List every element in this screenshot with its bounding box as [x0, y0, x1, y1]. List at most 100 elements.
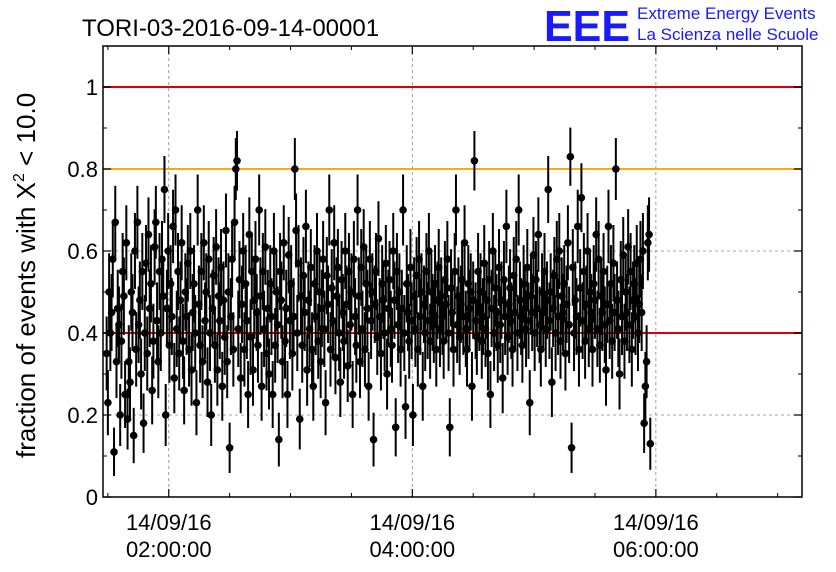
data-point-115	[244, 390, 252, 399]
data-point-178	[321, 398, 330, 407]
data-point-16	[122, 239, 131, 247]
data-point-78	[198, 357, 207, 366]
data-point-395	[588, 345, 597, 354]
data-point-342	[523, 263, 532, 272]
data-point-293	[463, 345, 471, 354]
plot-frame	[102, 45, 803, 498]
data-point-242	[400, 329, 409, 337]
data-point-14	[120, 292, 128, 300]
data-point-215	[367, 316, 375, 325]
data-point-103	[229, 345, 238, 354]
data-point-73	[192, 398, 201, 407]
x-tick-date-1: 14/09/16	[369, 510, 455, 535]
data-point-247	[406, 263, 415, 272]
data-point-416	[614, 325, 623, 333]
data-point-202	[351, 312, 359, 321]
data-point-280	[447, 284, 455, 292]
data-point-412	[609, 259, 618, 268]
data-point-377	[566, 152, 575, 161]
data-point-71	[190, 280, 198, 288]
data-point-82	[203, 378, 212, 387]
x-tick-time-1: 04:00:00	[369, 537, 455, 562]
data-point-241	[399, 206, 407, 214]
data-point-133	[266, 280, 275, 288]
data-point-20	[127, 288, 136, 296]
data-point-62	[179, 337, 187, 346]
logo-mark: EEE	[544, 2, 630, 51]
data-point-85	[207, 411, 215, 419]
data-point-0	[102, 349, 111, 358]
y-axis: 0 0.2 0.4 0.6 0.8 1	[67, 45, 802, 510]
data-point-9	[113, 304, 122, 313]
data-point-174	[316, 357, 325, 366]
data-point-48	[161, 411, 170, 419]
data-point-196	[343, 362, 352, 370]
data-point-189	[335, 329, 343, 337]
data-point-34	[144, 230, 153, 239]
data-point-345	[527, 292, 535, 300]
data-point-328	[506, 284, 514, 292]
data-point-60	[176, 296, 185, 305]
data-point-198	[346, 321, 354, 329]
data-point-21	[128, 308, 137, 317]
data-point-151	[288, 349, 297, 358]
data-point-204	[353, 206, 362, 214]
data-point-171	[313, 247, 321, 255]
data-point-142	[277, 296, 286, 305]
data-point-233	[389, 247, 398, 255]
data-point-168	[309, 382, 318, 391]
data-point-336	[516, 296, 524, 305]
data-point-152	[289, 312, 298, 321]
data-point-427	[628, 345, 636, 354]
data-point-373	[561, 349, 570, 358]
data-point-200	[348, 390, 357, 399]
data-point-83	[204, 255, 213, 263]
data-point-230	[385, 275, 394, 284]
data-point-186	[331, 353, 340, 362]
data-point-183	[327, 284, 336, 292]
data-point-68	[186, 247, 195, 255]
data-point-323	[500, 275, 508, 284]
data-point-438	[641, 382, 650, 391]
data-point-310	[484, 349, 492, 358]
y-axis-label: fraction of events with X2 < 10.0	[11, 93, 41, 458]
data-points	[102, 127, 655, 477]
data-point-33	[143, 349, 152, 358]
data-point-213	[364, 382, 373, 391]
data-point-138	[272, 288, 281, 296]
data-point-292	[461, 325, 470, 333]
data-point-283	[450, 267, 459, 276]
data-point-417	[615, 370, 624, 378]
data-point-74	[193, 206, 202, 214]
data-point-161	[300, 308, 309, 317]
data-point-181	[325, 206, 334, 214]
y-tick-label-2: 0.4	[67, 321, 98, 346]
data-point-109	[236, 374, 245, 382]
data-point-224	[378, 280, 386, 288]
data-point-30	[139, 419, 148, 428]
y-tick-label-0: 0	[86, 485, 98, 510]
data-point-435	[637, 308, 646, 317]
data-point-61	[177, 239, 186, 247]
data-point-63	[180, 386, 188, 395]
data-point-297	[468, 382, 476, 391]
data-point-162	[302, 222, 310, 231]
logo-line2: La Scienza nelle Scuole	[637, 25, 818, 44]
data-point-291	[460, 239, 469, 247]
data-point-322	[498, 374, 507, 382]
data-point-38	[149, 337, 158, 346]
data-point-404	[599, 267, 608, 276]
data-point-146	[282, 304, 291, 313]
data-point-26	[134, 321, 143, 329]
data-point-147	[283, 390, 292, 399]
data-point-39	[150, 243, 159, 251]
data-point-59	[175, 349, 184, 358]
data-point-389	[581, 337, 589, 346]
y-axis-label-sup: 2	[11, 173, 28, 182]
data-point-194	[341, 247, 350, 255]
data-point-56	[171, 206, 180, 214]
data-point-179	[323, 271, 331, 280]
x-tick-date-0: 14/09/16	[126, 510, 212, 535]
data-point-212	[363, 304, 372, 313]
